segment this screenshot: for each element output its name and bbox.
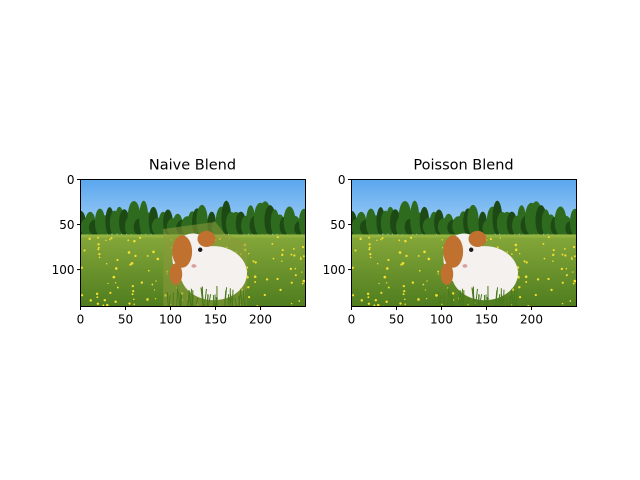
- x-tick-label: 50: [118, 313, 133, 327]
- chart-title: Naive Blend: [149, 158, 236, 174]
- x-tick-label: 0: [348, 313, 356, 327]
- axes-frame: [80, 179, 306, 307]
- x-tick-label: 200: [249, 313, 272, 327]
- y-tick-label: 50: [59, 218, 74, 232]
- y-tick-label: 0: [67, 173, 75, 187]
- axes-frame: [351, 179, 577, 307]
- tree-line: [351, 200, 577, 236]
- meadow-scene: [80, 179, 306, 307]
- y-tick-label: 100: [323, 263, 346, 277]
- guinea-pig: [163, 221, 247, 307]
- image-naive-blend: [80, 179, 306, 307]
- axes-poisson-blend: Poisson Blend 0 50 100 150 200 0 50 100: [323, 158, 577, 327]
- x-tick-label: 150: [475, 313, 498, 327]
- chart-title: Poisson Blend: [413, 158, 513, 174]
- y-tick-label: 100: [52, 263, 75, 277]
- x-tick-label: 150: [204, 313, 227, 327]
- x-tick-label: 200: [520, 313, 543, 327]
- x-tick-label: 0: [77, 313, 85, 327]
- y-tick-label: 0: [338, 173, 346, 187]
- guinea-pig: [437, 230, 518, 307]
- meadow-scene: [351, 179, 577, 307]
- axes-naive-blend: Naive Blend 0 50 100 150 200 0 50 100: [52, 158, 306, 327]
- y-axis: 0 50 100: [52, 173, 81, 277]
- y-tick-label: 50: [330, 218, 345, 232]
- grass-blades: [437, 285, 518, 307]
- y-axis: 0 50 100: [323, 173, 352, 277]
- x-axis: 0 50 100 150 200: [77, 306, 272, 327]
- x-tick-label: 100: [159, 313, 182, 327]
- image-poisson-blend: [351, 179, 577, 307]
- x-axis: 0 50 100 150 200: [348, 306, 543, 327]
- x-tick-label: 100: [430, 313, 453, 327]
- x-tick-label: 50: [389, 313, 404, 327]
- grass-blades: [166, 285, 247, 307]
